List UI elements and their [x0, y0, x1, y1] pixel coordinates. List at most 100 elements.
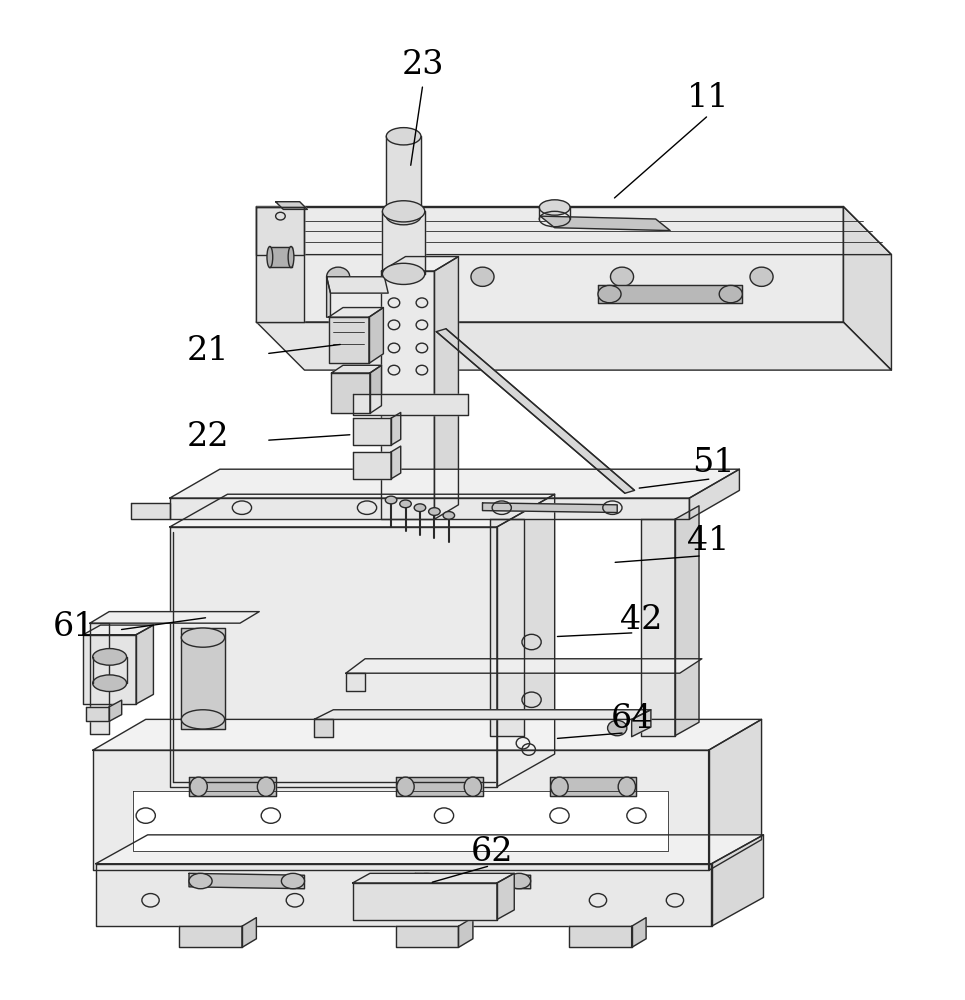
Ellipse shape — [282, 873, 305, 889]
Polygon shape — [381, 271, 434, 519]
Polygon shape — [257, 207, 305, 255]
Polygon shape — [382, 211, 425, 274]
Polygon shape — [369, 308, 383, 363]
Ellipse shape — [386, 207, 421, 225]
Polygon shape — [497, 494, 555, 787]
Polygon shape — [550, 777, 637, 796]
Ellipse shape — [382, 201, 425, 222]
Polygon shape — [540, 216, 670, 231]
Polygon shape — [328, 308, 383, 317]
Polygon shape — [109, 700, 122, 721]
Polygon shape — [381, 257, 458, 271]
Ellipse shape — [181, 710, 225, 729]
Ellipse shape — [428, 508, 440, 515]
Polygon shape — [345, 673, 365, 691]
Polygon shape — [370, 365, 381, 413]
Polygon shape — [93, 750, 708, 870]
Polygon shape — [315, 719, 333, 737]
Ellipse shape — [539, 200, 570, 215]
Polygon shape — [415, 873, 531, 889]
Polygon shape — [391, 412, 400, 445]
Ellipse shape — [267, 246, 273, 268]
Ellipse shape — [719, 285, 742, 303]
Text: 42: 42 — [620, 604, 662, 636]
Polygon shape — [352, 418, 391, 445]
Ellipse shape — [386, 128, 421, 145]
Polygon shape — [257, 207, 305, 322]
Polygon shape — [711, 835, 763, 926]
Polygon shape — [131, 503, 170, 519]
Ellipse shape — [464, 777, 482, 796]
Polygon shape — [170, 527, 497, 787]
Polygon shape — [315, 710, 650, 719]
Polygon shape — [189, 777, 276, 796]
Polygon shape — [276, 202, 308, 209]
Polygon shape — [90, 612, 260, 623]
Ellipse shape — [189, 873, 212, 889]
Polygon shape — [391, 446, 400, 479]
Polygon shape — [93, 719, 761, 750]
Polygon shape — [843, 207, 892, 370]
Polygon shape — [96, 835, 763, 864]
Polygon shape — [352, 883, 497, 920]
Polygon shape — [708, 719, 761, 870]
Ellipse shape — [611, 267, 634, 286]
Ellipse shape — [471, 267, 494, 286]
Text: 61: 61 — [52, 611, 95, 643]
Text: 21: 21 — [187, 335, 230, 367]
Polygon shape — [170, 494, 555, 527]
Polygon shape — [598, 285, 742, 303]
Polygon shape — [83, 635, 136, 704]
Text: 41: 41 — [687, 525, 730, 557]
Polygon shape — [482, 503, 618, 513]
Ellipse shape — [382, 263, 425, 284]
Polygon shape — [328, 317, 369, 363]
Polygon shape — [569, 926, 632, 947]
Polygon shape — [170, 469, 739, 498]
Ellipse shape — [400, 500, 411, 508]
Polygon shape — [96, 864, 711, 926]
Text: 62: 62 — [471, 836, 513, 868]
Text: 22: 22 — [187, 421, 230, 453]
Polygon shape — [189, 873, 305, 889]
Ellipse shape — [385, 496, 397, 504]
Polygon shape — [257, 322, 892, 370]
Polygon shape — [436, 329, 635, 493]
Polygon shape — [689, 469, 739, 519]
Polygon shape — [386, 136, 421, 216]
Polygon shape — [170, 498, 689, 519]
Text: 11: 11 — [687, 82, 730, 114]
Polygon shape — [269, 247, 292, 267]
Polygon shape — [326, 277, 388, 293]
Ellipse shape — [190, 777, 207, 796]
Polygon shape — [396, 926, 458, 947]
Ellipse shape — [608, 720, 627, 736]
Polygon shape — [242, 918, 257, 947]
Ellipse shape — [93, 649, 126, 665]
Polygon shape — [497, 873, 514, 920]
Ellipse shape — [93, 675, 126, 692]
Polygon shape — [490, 519, 524, 736]
Text: 64: 64 — [611, 703, 653, 735]
Polygon shape — [136, 625, 153, 704]
Polygon shape — [675, 506, 699, 736]
Polygon shape — [83, 625, 153, 635]
Polygon shape — [458, 918, 473, 947]
Polygon shape — [133, 791, 668, 851]
Ellipse shape — [415, 873, 438, 889]
Polygon shape — [86, 707, 109, 721]
Polygon shape — [326, 277, 330, 317]
Polygon shape — [642, 519, 675, 736]
Ellipse shape — [326, 267, 349, 286]
Ellipse shape — [289, 246, 294, 268]
Polygon shape — [257, 207, 843, 322]
Polygon shape — [331, 365, 381, 373]
Polygon shape — [257, 207, 892, 255]
Polygon shape — [396, 777, 482, 796]
Ellipse shape — [750, 267, 773, 286]
Ellipse shape — [619, 777, 636, 796]
Polygon shape — [632, 710, 650, 737]
Ellipse shape — [508, 873, 531, 889]
Ellipse shape — [598, 285, 621, 303]
Text: 23: 23 — [401, 49, 444, 81]
